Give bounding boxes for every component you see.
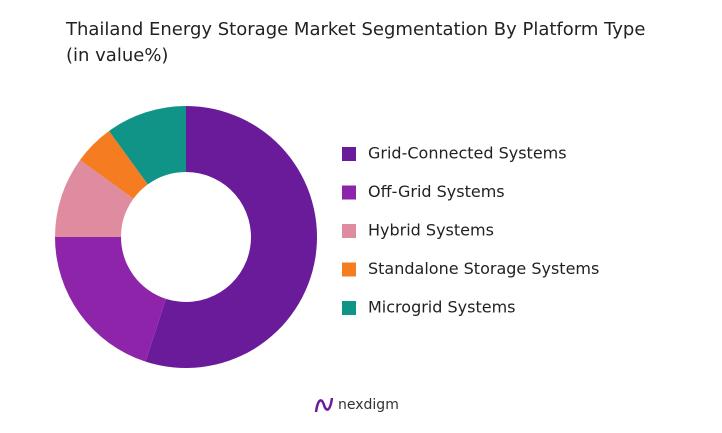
- legend-swatch: [342, 224, 356, 238]
- slice: [145, 106, 317, 368]
- legend-swatch: [342, 262, 356, 277]
- logo-icon: [314, 397, 334, 413]
- legend-swatch: [342, 301, 356, 315]
- chart-title: Thailand Energy Storage Market Segmentat…: [66, 19, 646, 66]
- slice: [55, 160, 134, 237]
- legend-swatch: [342, 147, 356, 161]
- legend-swatch: [342, 185, 356, 200]
- slice: [55, 237, 166, 362]
- legend-label: Off-Grid Systems: [368, 182, 505, 201]
- legend-label: Standalone Storage Systems: [368, 259, 599, 278]
- legend-label: Hybrid Systems: [368, 221, 494, 240]
- slice: [109, 106, 186, 185]
- slice: [80, 131, 148, 199]
- logo: nexdigm: [314, 397, 399, 413]
- brand-name: nexdigm: [338, 397, 399, 413]
- legend-label: Grid-Connected Systems: [368, 144, 567, 163]
- legend-label: Microgrid Systems: [368, 298, 515, 317]
